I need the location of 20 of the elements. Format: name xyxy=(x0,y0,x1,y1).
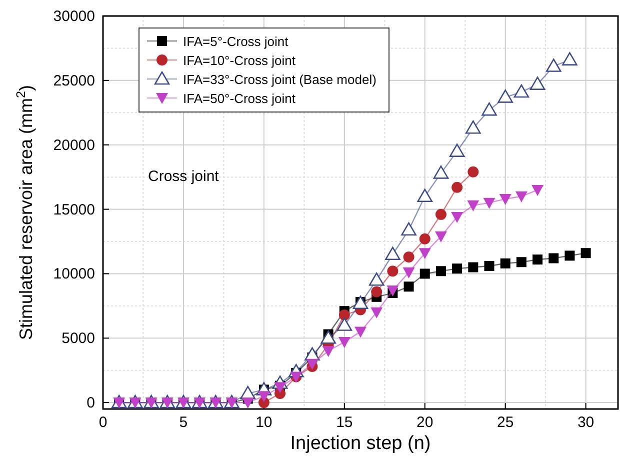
y-tick-label: 10000 xyxy=(53,266,95,283)
x-tick-label: 30 xyxy=(577,414,594,431)
y-tick-label: 20000 xyxy=(53,136,95,154)
y-tick-label: 25000 xyxy=(53,72,95,90)
y-tick-label: 0 xyxy=(86,394,95,412)
x-tick-label: 5 xyxy=(179,414,188,431)
legend-label: IFA=5°-Cross joint xyxy=(183,34,289,49)
y-tick-label: 15000 xyxy=(53,201,95,218)
legend-label: IFA=50°-Cross joint xyxy=(183,91,296,106)
y-tick-label: 30000 xyxy=(53,8,95,25)
x-tick-label: 0 xyxy=(98,414,108,431)
y-tick-label: 5000 xyxy=(62,330,95,348)
annotation: Cross joint xyxy=(148,168,220,185)
x-axis-title: Injection step (n) xyxy=(290,433,431,454)
x-tick-label: 10 xyxy=(256,414,272,431)
legend-label: IFA=33°-Cross joint (Base model) xyxy=(183,72,376,87)
legend-label: IFA=10°-Cross joint xyxy=(183,53,296,68)
x-tick-label: 15 xyxy=(336,414,353,431)
x-tick-label: 25 xyxy=(497,414,514,431)
x-tick-label: 20 xyxy=(416,414,434,431)
